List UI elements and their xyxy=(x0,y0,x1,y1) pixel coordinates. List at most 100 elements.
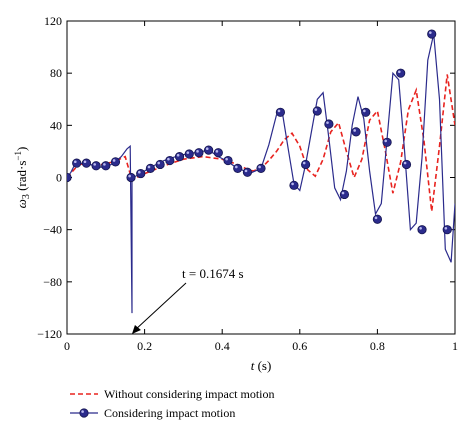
series-marker xyxy=(351,127,361,137)
series-marker-highlight xyxy=(147,165,151,169)
series-marker xyxy=(223,155,233,166)
series-marker-highlight xyxy=(444,226,448,230)
series-marker-highlight xyxy=(176,153,180,157)
x-tick-label: 0 xyxy=(64,339,70,353)
annotation-label: t = 0.1674 s xyxy=(182,266,244,281)
series-marker-highlight xyxy=(196,150,199,153)
series-marker xyxy=(442,225,452,235)
series-marker-highlight xyxy=(403,161,407,165)
series-marker xyxy=(165,155,175,166)
series-marker xyxy=(194,148,204,158)
series-marker-highlight xyxy=(429,31,432,34)
series-marker-highlight xyxy=(112,159,116,162)
legend-marker-highlight xyxy=(81,410,84,413)
series-marker-highlight xyxy=(103,163,106,166)
series-marker xyxy=(101,161,111,171)
series-marker xyxy=(126,172,136,183)
series-marker-highlight xyxy=(74,160,77,164)
annotation-arrow-head xyxy=(131,325,141,334)
series-marker xyxy=(427,29,437,39)
series-marker xyxy=(213,148,223,158)
series-marker-highlight xyxy=(384,139,388,143)
series-marker xyxy=(233,163,243,173)
series-line-without-impact xyxy=(67,74,455,212)
series-marker xyxy=(174,152,185,162)
series-marker xyxy=(256,163,266,173)
series-marker xyxy=(242,167,253,177)
series-marker xyxy=(382,137,392,147)
series-marker-highlight xyxy=(205,147,209,151)
y-axis-label: ω3 (rad·s−1) xyxy=(13,147,32,209)
series-layer xyxy=(67,29,455,314)
series-clip-group xyxy=(67,29,455,314)
legend: Without considering impact motion Conside… xyxy=(70,387,275,420)
series-marker xyxy=(401,159,412,170)
series-marker xyxy=(396,68,406,78)
series-marker xyxy=(81,158,92,168)
series-marker xyxy=(136,168,146,179)
annotation-arrow-line xyxy=(133,282,187,332)
axis-labels: t (s) ω3 (rad·s−1) xyxy=(13,147,271,373)
series-marker xyxy=(324,119,334,129)
series-marker-highlight xyxy=(302,161,306,165)
series-marker-highlight xyxy=(235,165,238,169)
y-tick-label: 80 xyxy=(50,66,62,80)
series-marker xyxy=(301,159,311,170)
y-tick-label: 120 xyxy=(44,14,62,28)
series-marker xyxy=(110,157,121,167)
series-marker xyxy=(67,172,72,183)
series-marker-highlight xyxy=(291,182,294,186)
legend-label-without-impact: Without considering impact motion xyxy=(104,387,275,401)
series-marker-highlight xyxy=(326,121,329,124)
x-tick-label: 0.2 xyxy=(137,339,152,353)
series-marker-highlight xyxy=(258,165,261,169)
series-marker-highlight xyxy=(215,150,219,153)
series-line-with-impact xyxy=(67,33,455,314)
y-tick-label: −80 xyxy=(43,275,62,289)
series-marker xyxy=(145,163,156,173)
series-marker xyxy=(312,106,322,116)
series-marker-highlight xyxy=(341,191,345,195)
series-marker-highlight xyxy=(186,151,190,154)
x-tick-label: 0.4 xyxy=(215,339,230,353)
legend-marker-with-impact xyxy=(79,408,89,418)
y-tick-label: −40 xyxy=(43,223,62,237)
series-marker-highlight xyxy=(277,109,281,113)
series-marker-highlight xyxy=(419,226,422,230)
x-tick-label: 1 xyxy=(452,339,458,353)
series-marker-highlight xyxy=(93,163,96,166)
series-marker-highlight xyxy=(128,174,131,178)
series-marker xyxy=(204,145,214,155)
series-marker-highlight xyxy=(157,161,161,165)
series-marker xyxy=(91,161,101,171)
series-marker-highlight xyxy=(83,160,87,164)
series-marker xyxy=(361,107,371,117)
x-axis-label: t (s) xyxy=(251,358,272,373)
series-marker xyxy=(184,149,194,159)
y-tick-label: −120 xyxy=(37,327,62,341)
series-marker xyxy=(417,225,427,235)
series-marker-highlight xyxy=(353,129,356,132)
y-tick-label: 0 xyxy=(56,171,62,185)
series-marker-highlight xyxy=(314,108,318,111)
series-marker-highlight xyxy=(374,216,378,220)
y-tick-label: 40 xyxy=(50,118,62,132)
series-marker xyxy=(372,214,382,224)
series-marker xyxy=(289,180,299,190)
x-tick-label: 0.6 xyxy=(292,339,307,353)
legend-label-with-impact: Considering impact motion xyxy=(104,406,235,420)
series-marker-highlight xyxy=(138,170,141,174)
series-marker-highlight xyxy=(363,109,366,113)
series-marker xyxy=(72,158,82,168)
x-tick-label: 0.8 xyxy=(370,339,385,353)
series-marker-highlight xyxy=(244,169,248,173)
series-marker xyxy=(339,189,350,200)
series-marker xyxy=(155,159,165,170)
annotation-layer: t = 0.1674 s xyxy=(131,266,244,334)
series-marker-highlight xyxy=(225,157,228,161)
series-marker-highlight xyxy=(167,157,170,161)
x-axis-ticks: 0 0.2 0.4 0.6 0.8 1 xyxy=(64,21,458,353)
series-marker-highlight xyxy=(397,70,401,74)
y-axis-ticks: −120 −80 −40 0 40 80 120 xyxy=(37,14,455,341)
